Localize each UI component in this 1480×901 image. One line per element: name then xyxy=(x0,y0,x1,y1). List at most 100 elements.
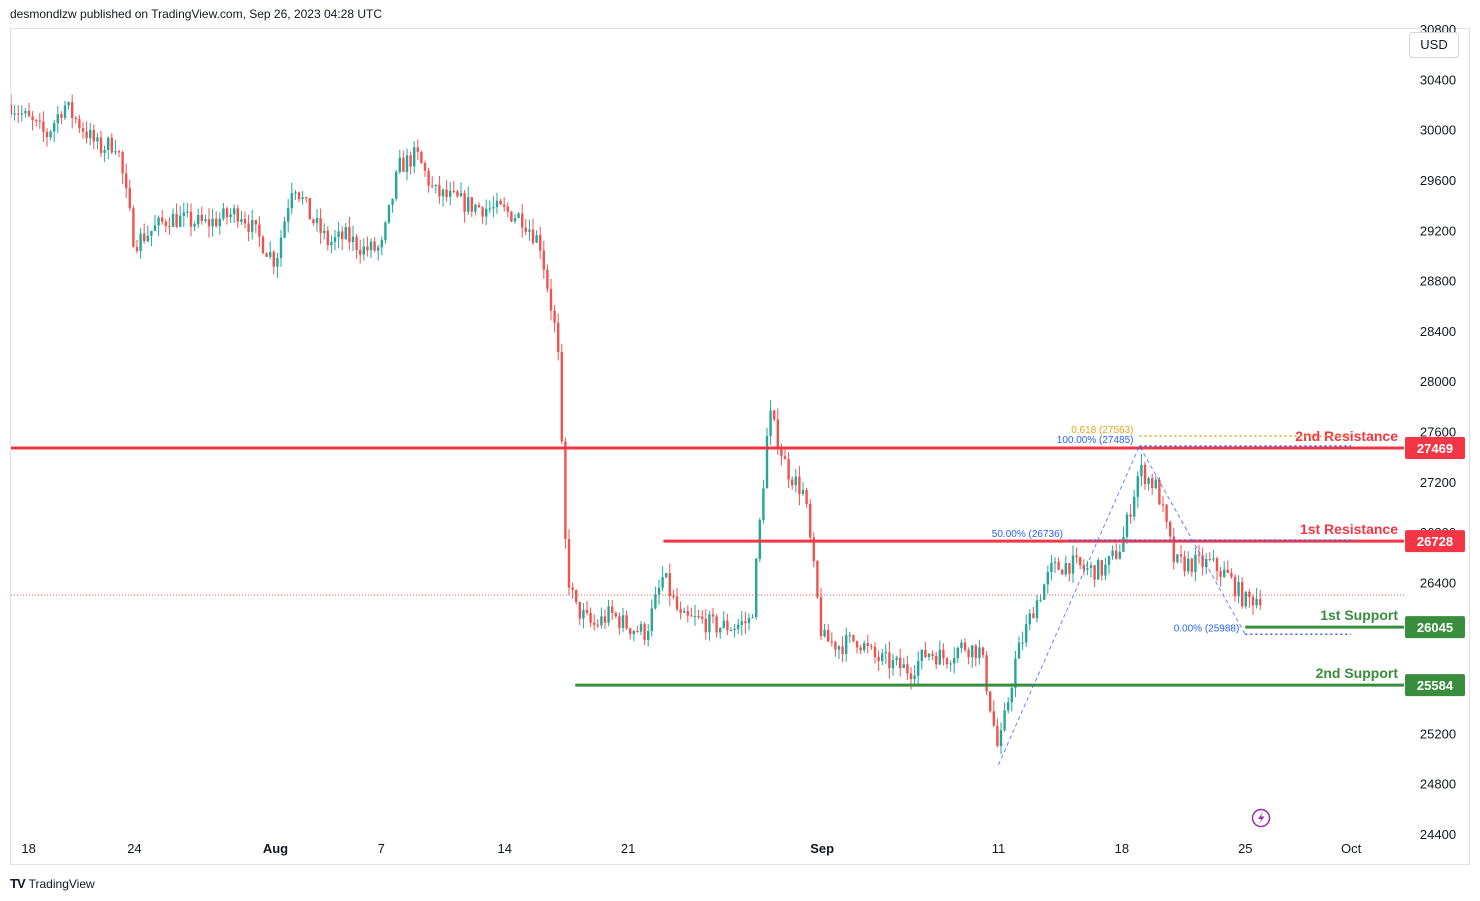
price-tag-value: 26045 xyxy=(1417,620,1453,635)
candle xyxy=(258,216,261,247)
candle-body xyxy=(463,193,466,212)
candle-body xyxy=(578,601,581,619)
candle-body xyxy=(855,641,859,648)
candle-body xyxy=(351,236,355,243)
candle xyxy=(1129,504,1132,524)
candle xyxy=(999,722,1003,755)
candle-body xyxy=(621,615,625,628)
candle-body xyxy=(186,211,189,213)
candle xyxy=(398,149,401,174)
candle xyxy=(56,105,59,134)
candle xyxy=(384,221,387,244)
candle xyxy=(693,604,697,626)
candle-body xyxy=(1190,558,1193,572)
candle xyxy=(571,582,574,599)
y-tick-label: 27600 xyxy=(1420,425,1456,440)
candle xyxy=(1201,547,1204,576)
candle-body xyxy=(269,252,272,257)
candle xyxy=(845,627,848,662)
candle xyxy=(1158,477,1161,505)
candle xyxy=(657,579,661,605)
candle xyxy=(38,112,41,129)
candle-body xyxy=(384,222,387,241)
candle-body xyxy=(247,223,250,232)
candle xyxy=(859,644,862,655)
candle-body xyxy=(611,606,614,614)
candle xyxy=(971,645,974,668)
candle-body xyxy=(701,616,704,619)
candle-body xyxy=(553,310,556,323)
candle-body xyxy=(873,646,877,657)
currency-button[interactable]: USD xyxy=(1409,32,1459,58)
y-tick-label: 29200 xyxy=(1420,223,1456,238)
candle-body xyxy=(585,610,589,613)
candle xyxy=(503,197,506,212)
candle-body xyxy=(719,627,722,633)
x-tick-label: Oct xyxy=(1341,841,1362,856)
candle xyxy=(557,313,560,361)
candle xyxy=(1226,560,1229,573)
candle-body xyxy=(243,219,247,224)
candle xyxy=(665,572,668,579)
candle-body xyxy=(1226,569,1229,573)
candle-body xyxy=(992,711,995,726)
candle xyxy=(873,642,877,664)
candle-body xyxy=(67,102,70,106)
candle xyxy=(801,481,805,496)
candle-body xyxy=(225,208,229,218)
candle-body xyxy=(1089,565,1093,568)
candle xyxy=(830,632,833,647)
candle-body xyxy=(222,208,225,219)
candle-body xyxy=(1021,642,1024,644)
candle-body xyxy=(150,230,153,236)
candle xyxy=(99,130,103,157)
candle xyxy=(402,150,405,173)
candle-body xyxy=(967,649,970,658)
candle xyxy=(722,611,725,629)
candle xyxy=(272,249,275,275)
candle-body xyxy=(827,629,830,642)
candle-body xyxy=(391,198,394,205)
fib-level-label: 0.618 (27563) xyxy=(1071,425,1133,436)
candle-body xyxy=(456,191,459,197)
candle xyxy=(215,211,218,228)
candle-body xyxy=(920,649,923,662)
candle xyxy=(683,607,686,614)
candle xyxy=(1053,557,1057,573)
price-tag: 26045 xyxy=(1405,616,1465,639)
candle-body xyxy=(366,246,369,251)
candle xyxy=(809,499,812,543)
candle-body xyxy=(326,230,329,246)
candle xyxy=(171,208,175,228)
candle-body xyxy=(1179,554,1183,557)
candle xyxy=(351,225,355,252)
candle xyxy=(567,529,571,596)
candle xyxy=(78,114,81,133)
candle-body xyxy=(510,211,513,222)
candle-body xyxy=(1255,599,1258,606)
candle xyxy=(949,660,952,672)
candle xyxy=(855,640,859,654)
level-label: 2nd Resistance xyxy=(1295,428,1398,444)
candle xyxy=(1161,496,1165,513)
price-tag-value: 27469 xyxy=(1417,441,1453,456)
lightning-icon[interactable] xyxy=(1251,808,1271,828)
candle-body xyxy=(359,249,362,255)
candle xyxy=(89,122,92,146)
candle-body xyxy=(1093,565,1096,580)
candle xyxy=(409,151,412,175)
candle-body xyxy=(805,489,808,504)
candle-body xyxy=(593,622,596,625)
y-tick-label: 29600 xyxy=(1420,173,1456,188)
publisher-caption: desmondlzw published on TradingView.com,… xyxy=(10,7,383,21)
candle xyxy=(891,653,895,676)
candle xyxy=(204,214,207,224)
candle-body xyxy=(1028,613,1031,625)
candle xyxy=(161,209,164,225)
candle-body xyxy=(567,538,571,588)
candle-body xyxy=(449,190,452,197)
candle xyxy=(463,190,466,223)
candle-body xyxy=(974,645,977,659)
candle-body xyxy=(650,608,653,632)
